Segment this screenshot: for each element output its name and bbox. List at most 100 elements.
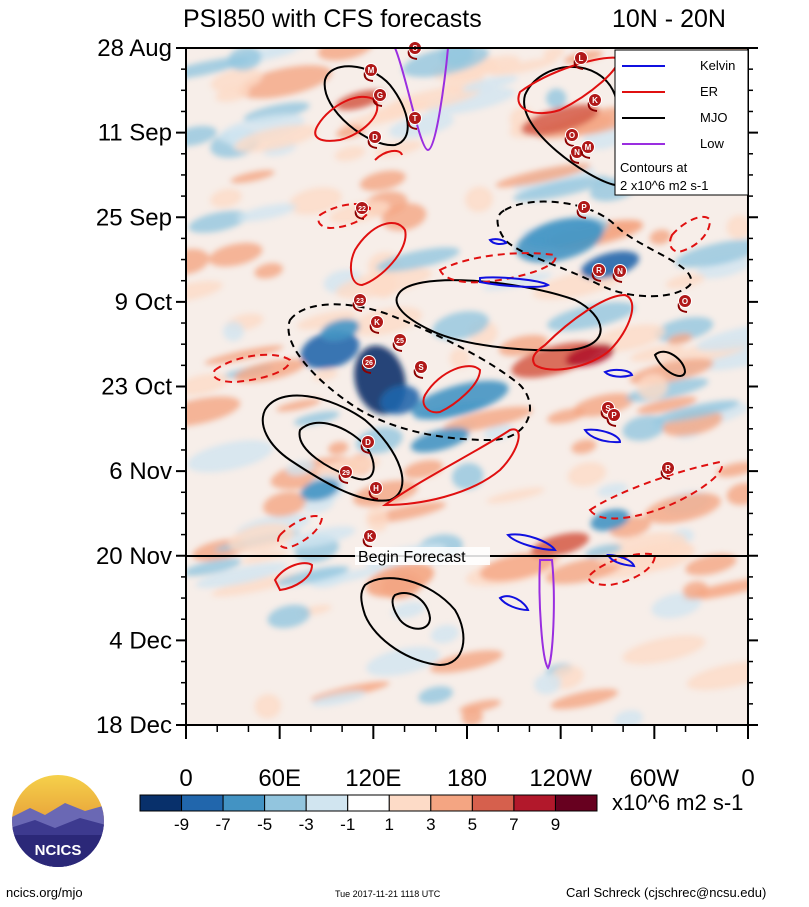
storm-marker-label: R bbox=[665, 464, 671, 473]
legend-note-1: Contours at bbox=[620, 160, 688, 175]
y-tick-label: 9 Oct bbox=[115, 289, 173, 316]
colorbar-label: -5 bbox=[257, 815, 272, 834]
anomaly-blob bbox=[726, 215, 748, 240]
x-tick-label: 60W bbox=[630, 765, 680, 792]
anomaly-blob bbox=[328, 441, 349, 455]
anomaly-blob bbox=[381, 203, 427, 231]
colorbar: -9 -7 -5 -3 -1 1 3 5 7 9 bbox=[139, 794, 598, 834]
kelvin-contour bbox=[479, 276, 551, 288]
anomaly-feature bbox=[335, 89, 385, 111]
colorbar-label: 5 bbox=[468, 815, 477, 834]
storm-marker: 26 bbox=[361, 355, 376, 374]
colorbar-label: -1 bbox=[340, 815, 355, 834]
anomaly-blob bbox=[483, 423, 514, 441]
er-contour bbox=[532, 293, 634, 371]
storm-marker-label: M bbox=[585, 143, 592, 152]
legend-label: Low bbox=[700, 136, 724, 151]
mjo-contour-dashed bbox=[496, 200, 693, 298]
anomaly-blob bbox=[426, 87, 515, 115]
mjo-contour bbox=[360, 577, 465, 667]
anomaly-blob bbox=[585, 544, 622, 558]
er-contour bbox=[273, 562, 314, 592]
colorbar-swatch bbox=[554, 794, 598, 812]
anomaly-blob bbox=[622, 415, 666, 441]
colorbar-label: -9 bbox=[174, 815, 189, 834]
kelvin-contour bbox=[583, 428, 622, 444]
colorbar-label: 3 bbox=[426, 815, 435, 834]
anomaly-blob bbox=[275, 566, 350, 586]
colorbar-label: -7 bbox=[216, 815, 231, 834]
anomaly-blob bbox=[465, 186, 494, 213]
colorbar-swatch bbox=[305, 794, 349, 812]
contours bbox=[212, 48, 723, 670]
anomaly-blob bbox=[267, 604, 311, 629]
anomaly-blob bbox=[223, 321, 244, 342]
anomaly-blob bbox=[286, 526, 356, 548]
colorbar-label: 1 bbox=[385, 815, 394, 834]
x-axis: 0 60E 120E 180 120W 60W 0 bbox=[179, 725, 755, 792]
anomaly-blob bbox=[685, 553, 737, 576]
anomaly-blob bbox=[567, 462, 607, 487]
storm-marker: 23 bbox=[352, 293, 367, 312]
colorbar-swatch bbox=[139, 794, 183, 812]
anomaly-blob bbox=[696, 323, 748, 352]
storm-marker: 29 bbox=[338, 465, 353, 484]
storm-marker: P bbox=[576, 200, 591, 219]
storm-marker: 25 bbox=[392, 333, 407, 352]
anomaly-blob bbox=[311, 690, 366, 707]
storm-marker-label: 29 bbox=[342, 470, 350, 477]
anomaly-blob bbox=[597, 483, 628, 497]
anomaly-feature bbox=[530, 532, 590, 558]
anomaly-blob bbox=[210, 188, 242, 208]
y-tick-label: 25 Sep bbox=[96, 204, 172, 231]
storm-marker: K bbox=[369, 315, 384, 334]
anomaly-blob bbox=[675, 239, 748, 268]
kelvin-contour bbox=[488, 238, 508, 245]
anomaly-blob bbox=[228, 523, 295, 554]
storm-marker: R bbox=[660, 461, 675, 480]
er-contour-dashed bbox=[277, 515, 324, 550]
anomaly-blob bbox=[186, 280, 223, 303]
anomaly-blob bbox=[513, 175, 610, 202]
forecast-label: Begin Forecast bbox=[358, 549, 466, 566]
x-tick-label: 60E bbox=[258, 765, 301, 792]
colorbar-label: 9 bbox=[551, 815, 560, 834]
colorbar-label: 7 bbox=[509, 815, 518, 834]
y-tick-label: 11 Sep bbox=[98, 120, 172, 147]
x-tick-label: 120W bbox=[529, 765, 592, 792]
low-contour bbox=[394, 48, 449, 152]
anomaly-blob bbox=[479, 552, 555, 582]
colorbar-swatch bbox=[430, 794, 473, 812]
mjo-contour bbox=[298, 421, 375, 481]
footer-url[interactable]: ncics.org/mjo bbox=[6, 885, 83, 900]
anomaly-feature bbox=[516, 217, 604, 263]
storm-marker-label: N bbox=[574, 148, 580, 157]
er-contour-dashed bbox=[588, 460, 723, 520]
colorbar-swatch bbox=[347, 794, 390, 812]
anomaly-blob bbox=[726, 482, 748, 506]
storm-marker-label: D bbox=[372, 133, 378, 142]
storm-marker-label: S bbox=[605, 404, 611, 413]
anomaly-blob bbox=[195, 562, 288, 588]
storm-marker: G bbox=[372, 88, 387, 107]
kelvin-contour bbox=[506, 533, 557, 552]
anomaly-blob bbox=[418, 686, 453, 704]
storm-marker-label: 26 bbox=[365, 360, 373, 367]
storm-marker: T bbox=[407, 111, 422, 130]
storm-marker-label: T bbox=[413, 114, 418, 123]
anomaly-blob bbox=[366, 506, 389, 533]
anomaly-feature bbox=[365, 562, 435, 598]
storm-marker: K bbox=[587, 93, 602, 112]
anomaly-blob bbox=[254, 263, 283, 279]
y-tick-label: 18 Dec bbox=[96, 712, 172, 739]
anomaly-blob bbox=[495, 163, 591, 188]
anomaly-blob bbox=[376, 247, 460, 272]
anomaly-blob bbox=[263, 491, 307, 517]
anomaly-feature bbox=[380, 385, 420, 415]
storm-marker-label: R bbox=[596, 266, 602, 275]
storm-marker: K bbox=[362, 529, 377, 548]
anomaly-blob bbox=[649, 229, 672, 245]
anomaly-blob bbox=[459, 699, 501, 713]
x-tick-label: 0 bbox=[179, 765, 192, 792]
